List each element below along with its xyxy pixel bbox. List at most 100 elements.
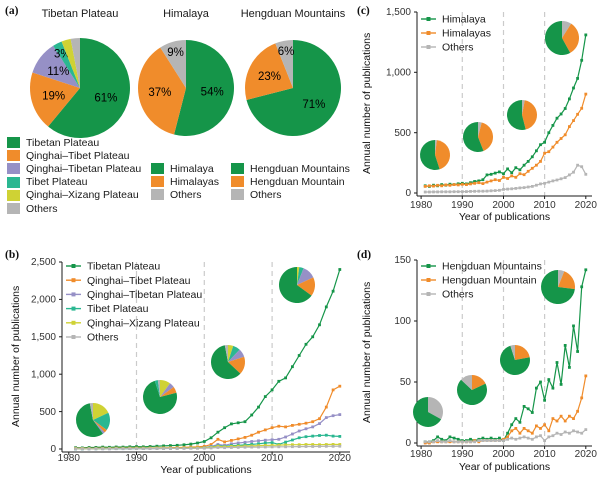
series-marker [331, 434, 335, 438]
series-marker [547, 131, 551, 135]
series-marker [580, 431, 584, 435]
series-marker [547, 150, 551, 154]
x-tick-label: 1990 [125, 453, 148, 464]
series-marker [518, 186, 522, 190]
series-marker [436, 439, 439, 442]
legend-item: Himalayas [151, 175, 219, 188]
pie-title-tibetan-plateau: Tibetan Plateau [41, 8, 119, 20]
series-marker [270, 441, 274, 444]
legend-label: Tibetan Plateau [26, 136, 100, 149]
legend-point-swatch [426, 31, 431, 35]
series-marker [510, 429, 514, 433]
series-marker [189, 446, 193, 450]
y-tick-label: 1,500 [386, 7, 411, 18]
legend-item: Tibetan Plateau [7, 136, 141, 149]
series-marker [539, 143, 542, 147]
line-chart-tibetan: 0 500 1,000 1,500 2,000 2,500 1980 1990 2000 2010… [31, 257, 351, 464]
series-marker [506, 435, 509, 439]
orange-swatch [231, 176, 244, 188]
series-marker [514, 175, 518, 179]
series-marker [563, 176, 567, 179]
series-marker [318, 434, 321, 437]
series-marker [236, 437, 240, 441]
series-marker [423, 190, 427, 194]
series-marker [230, 439, 233, 442]
series-marker [169, 444, 172, 447]
series-marker [423, 185, 427, 188]
series-marker [555, 361, 559, 364]
series-marker [432, 184, 435, 188]
series-marker [456, 437, 460, 441]
series-line-hengduan-mountains [425, 269, 587, 443]
series-line-others [425, 164, 587, 193]
series-marker [522, 163, 526, 167]
series-line-himalayas [425, 93, 587, 187]
series-marker [473, 440, 476, 444]
legend-point-swatch [426, 278, 431, 282]
legend-item: Qinghai–Tibetan Plateau [7, 162, 141, 175]
legend-label: Himalaya [442, 14, 486, 26]
x-tick-label: 2000 [492, 200, 515, 211]
series-marker [543, 398, 546, 402]
series-marker [543, 439, 546, 442]
series-marker [485, 173, 489, 177]
legend-item: Hengduan Mountain [231, 175, 350, 188]
series-marker [87, 447, 91, 451]
series-marker [209, 446, 213, 450]
series-marker [428, 440, 431, 444]
pie-slice-gray [522, 100, 525, 115]
series-marker [498, 170, 501, 174]
series-marker [331, 289, 335, 293]
series-marker [331, 443, 335, 446]
legend-item: Qinghai–Xizang Plateau [7, 189, 141, 202]
series-marker [175, 447, 179, 450]
series-marker [444, 183, 448, 187]
pie-slice-purple [93, 420, 105, 434]
series-marker [436, 183, 439, 187]
series-marker [448, 183, 452, 187]
series-marker [318, 323, 321, 327]
series-marker [318, 445, 321, 448]
series-marker [324, 433, 328, 437]
y-tick-label: 0 [405, 438, 411, 449]
legend-label: Qinghai–Xizang Plateau [87, 317, 200, 329]
series-marker [243, 445, 247, 449]
series-marker [543, 423, 546, 427]
pie-slice-orange [472, 375, 486, 390]
pie-slice-green [211, 345, 241, 379]
series-marker [551, 145, 555, 149]
series-marker [250, 440, 254, 443]
pie-slice-green [412, 397, 442, 427]
series-marker [473, 189, 476, 193]
series-marker [518, 431, 522, 435]
series-marker [530, 431, 534, 435]
y-tick-label: 2,000 [31, 295, 56, 306]
series-marker [175, 443, 179, 447]
series-marker [526, 169, 530, 173]
pie-slice-hengduan-mountain [245, 43, 293, 100]
series-marker [250, 445, 254, 449]
pie-slice-gray [478, 121, 482, 137]
series-marker [543, 181, 546, 185]
series-marker [510, 187, 514, 191]
pie-slice-gray [461, 375, 472, 390]
series-marker [559, 177, 563, 181]
series-marker [324, 444, 328, 448]
legend-item: Hengduan Mountains [231, 162, 350, 175]
series-marker [572, 417, 575, 420]
series-marker [297, 443, 301, 447]
series-marker [518, 172, 522, 176]
series-marker [530, 411, 534, 414]
pie-title-himalaya: Himalaya [163, 8, 209, 20]
line-chart-himalaya: 0 500 1,000 1,500 1980 1990 2000 2010 2020 Himala… [386, 7, 597, 211]
series-marker [311, 420, 315, 424]
legend-label: Tibet Plateau [26, 176, 88, 189]
series-marker [196, 446, 199, 450]
series-marker [243, 440, 247, 444]
y-tick-label: 2,500 [31, 257, 56, 268]
series-marker [162, 444, 165, 448]
series-marker [440, 190, 444, 194]
series-marker [460, 440, 464, 444]
series-marker [576, 163, 579, 167]
